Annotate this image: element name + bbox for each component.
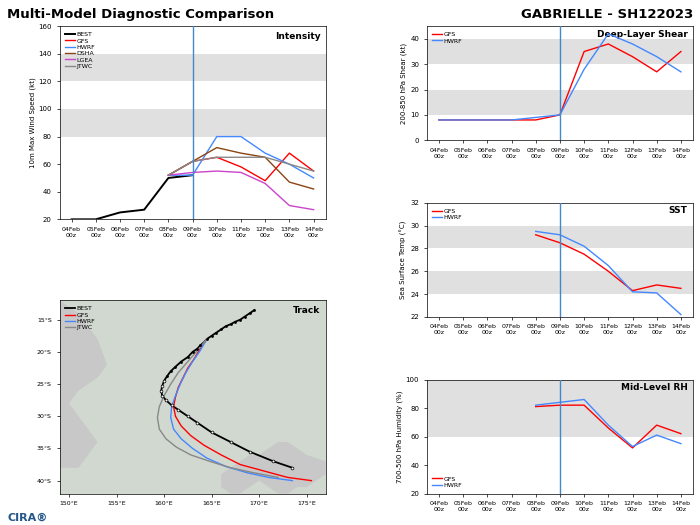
Polygon shape <box>60 300 107 468</box>
Y-axis label: Sea Surface Temp (°C): Sea Surface Temp (°C) <box>400 220 407 299</box>
Text: GABRIELLE - SH122023: GABRIELLE - SH122023 <box>521 8 693 21</box>
Legend: GFS, HWRF: GFS, HWRF <box>430 206 465 223</box>
Bar <box>427 226 693 248</box>
Bar <box>427 39 693 64</box>
Legend: GFS, HWRF: GFS, HWRF <box>430 29 465 46</box>
Y-axis label: 700-500 hPa Humidity (%): 700-500 hPa Humidity (%) <box>396 390 403 483</box>
Legend: BEST, GFS, HWRF, DSHA, LGEA, JTWC: BEST, GFS, HWRF, DSHA, LGEA, JTWC <box>62 29 97 71</box>
Bar <box>427 271 693 294</box>
Bar <box>60 54 326 81</box>
Text: Track: Track <box>293 306 321 315</box>
Text: CIRA®: CIRA® <box>7 512 48 522</box>
Y-axis label: 10m Max Wind Speed (kt): 10m Max Wind Speed (kt) <box>29 77 36 168</box>
Text: Multi-Model Diagnostic Comparison: Multi-Model Diagnostic Comparison <box>7 8 274 21</box>
Bar <box>427 408 693 436</box>
Polygon shape <box>221 455 298 493</box>
Bar <box>60 109 326 136</box>
Legend: GFS, HWRF: GFS, HWRF <box>430 474 465 490</box>
Text: Intensity: Intensity <box>274 32 321 41</box>
Y-axis label: 200-850 hPa Shear (kt): 200-850 hPa Shear (kt) <box>401 43 407 124</box>
Text: SST: SST <box>668 206 687 215</box>
Text: Mid-Level RH: Mid-Level RH <box>621 383 687 392</box>
Bar <box>427 90 693 115</box>
Text: Deep-Layer Shear: Deep-Layer Shear <box>597 30 687 39</box>
Polygon shape <box>259 442 326 487</box>
Bar <box>427 380 693 408</box>
Legend: BEST, GFS, HWRF, JTWC: BEST, GFS, HWRF, JTWC <box>62 303 97 333</box>
